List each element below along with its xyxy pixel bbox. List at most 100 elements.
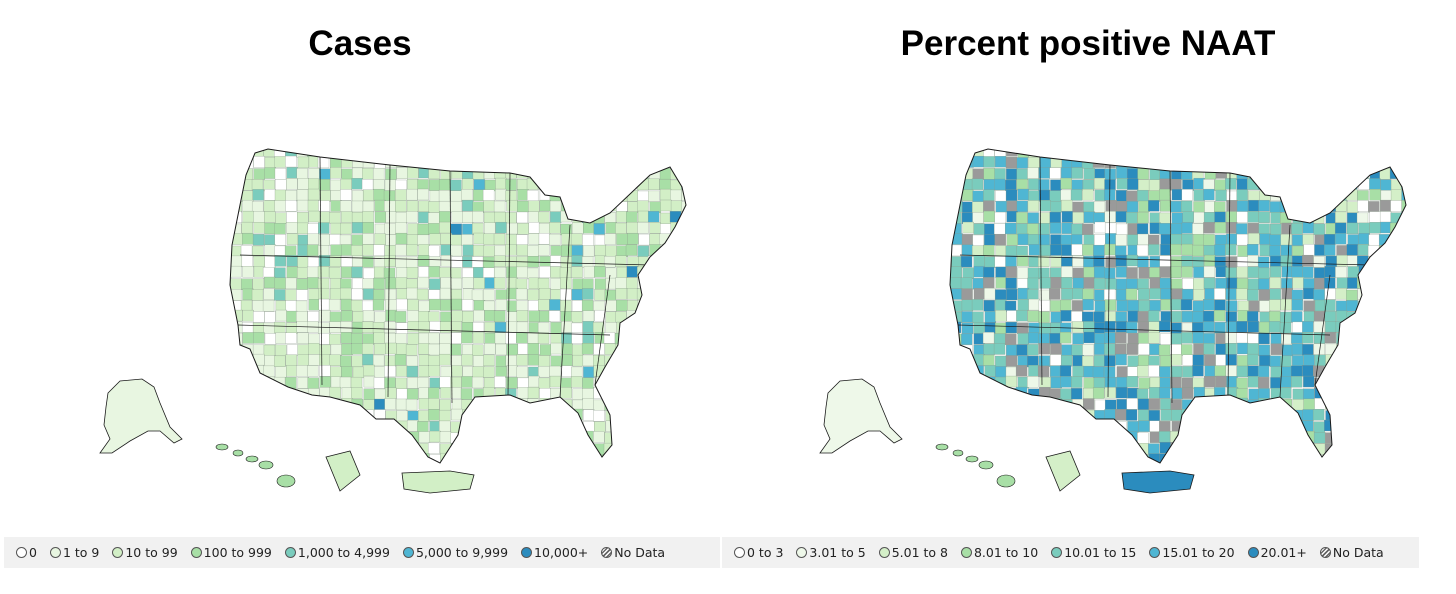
county-cell bbox=[505, 398, 517, 410]
county-cell bbox=[671, 233, 683, 246]
county-cell bbox=[983, 266, 995, 279]
county-cell bbox=[971, 299, 984, 311]
legend-item[interactable]: 1 to 9 bbox=[49, 545, 99, 560]
county-cell bbox=[1115, 149, 1127, 157]
county-cell bbox=[1247, 255, 1259, 267]
county-cell bbox=[681, 223, 686, 235]
county-cell bbox=[984, 398, 996, 411]
county-cell bbox=[1291, 178, 1303, 190]
county-cell bbox=[1082, 149, 1095, 157]
legend-item[interactable]: 20.01+ bbox=[1247, 545, 1307, 560]
county-cell bbox=[1237, 156, 1250, 168]
legend-item[interactable]: 15.01 to 20 bbox=[1149, 545, 1235, 560]
county-cell bbox=[1115, 266, 1128, 278]
county-cell bbox=[461, 344, 474, 356]
county-cell bbox=[1148, 244, 1160, 256]
county-cell bbox=[538, 365, 550, 378]
county-cell bbox=[1380, 190, 1393, 202]
county-cell bbox=[1071, 321, 1084, 333]
county-cell bbox=[983, 376, 996, 388]
county-cell bbox=[340, 287, 352, 300]
county-cell bbox=[1402, 266, 1406, 278]
county-cell bbox=[1138, 409, 1150, 421]
county-cell bbox=[429, 136, 440, 147]
county-cell bbox=[1336, 135, 1347, 146]
county-cell bbox=[1347, 135, 1358, 145]
county-cell bbox=[682, 410, 686, 422]
county-cell bbox=[461, 234, 473, 246]
legend-item[interactable]: 5.01 to 8 bbox=[878, 545, 948, 560]
county-cell bbox=[407, 299, 419, 311]
county-cell bbox=[660, 311, 672, 323]
county-cell bbox=[1027, 200, 1040, 212]
county-cell bbox=[494, 453, 507, 463]
county-cell bbox=[549, 149, 561, 158]
county-cell bbox=[1094, 333, 1106, 345]
legend-item[interactable]: 0 to 3 bbox=[734, 545, 783, 560]
legend-item[interactable]: 3.01 to 5 bbox=[796, 545, 866, 560]
county-cell bbox=[971, 178, 984, 190]
county-cell bbox=[1258, 465, 1269, 476]
legend-item[interactable]: 10.01 to 15 bbox=[1051, 545, 1136, 560]
legend-item[interactable]: 100 to 999 bbox=[190, 545, 272, 560]
county-cell bbox=[1325, 398, 1337, 410]
county-cell bbox=[1303, 278, 1315, 290]
county-cell bbox=[1115, 453, 1127, 463]
county-cell bbox=[1205, 464, 1216, 475]
county-cell bbox=[230, 431, 232, 443]
county-cell bbox=[1269, 201, 1282, 213]
county-cell bbox=[495, 177, 507, 190]
county-cell bbox=[626, 149, 639, 157]
legend-item[interactable]: 8.01 to 10 bbox=[960, 545, 1038, 560]
legend-item[interactable]: 5,000 to 9,999 bbox=[402, 545, 508, 560]
county-cell bbox=[440, 244, 452, 256]
county-cell bbox=[396, 388, 408, 400]
county-cell bbox=[1314, 135, 1325, 145]
county-cell bbox=[1346, 222, 1359, 235]
legend-item[interactable]: No Data bbox=[1319, 545, 1384, 560]
county-cell bbox=[385, 168, 397, 180]
county-cell bbox=[638, 233, 650, 246]
legend-item[interactable]: 0 bbox=[16, 545, 37, 560]
county-cell bbox=[472, 135, 483, 146]
county-cell bbox=[570, 454, 583, 463]
legend-item[interactable]: 1,000 to 4,999 bbox=[284, 545, 390, 560]
county-cell bbox=[1303, 300, 1315, 312]
county-cell bbox=[1193, 234, 1205, 246]
county-cell bbox=[253, 156, 265, 168]
legend-item[interactable]: No Data bbox=[601, 545, 665, 560]
county-cell bbox=[593, 454, 606, 463]
county-cell bbox=[605, 245, 617, 257]
county-cell bbox=[462, 157, 474, 170]
county-cell bbox=[1138, 420, 1150, 432]
county-cell bbox=[1115, 223, 1128, 236]
county-cell bbox=[1104, 387, 1116, 399]
county-cell bbox=[1380, 387, 1392, 400]
county-cell bbox=[1335, 287, 1347, 300]
county-cell bbox=[1059, 365, 1072, 377]
county-cell bbox=[1367, 245, 1380, 257]
county-cell bbox=[950, 167, 952, 179]
legend-item[interactable]: 10 to 99 bbox=[112, 545, 178, 560]
county-cell bbox=[1402, 343, 1406, 355]
county-cell bbox=[994, 452, 1006, 463]
county-cell bbox=[505, 179, 517, 191]
county-cell bbox=[1335, 409, 1347, 422]
county-cell bbox=[395, 365, 408, 377]
county-cell bbox=[1104, 421, 1116, 433]
county-cell bbox=[1093, 443, 1105, 456]
county-cell bbox=[1281, 332, 1293, 345]
legend-item[interactable]: 10,000+ bbox=[521, 545, 588, 560]
county-cell bbox=[1170, 149, 1182, 157]
county-cell bbox=[994, 410, 1007, 422]
county-cell bbox=[264, 355, 276, 367]
county-cell bbox=[253, 409, 265, 421]
county-cell bbox=[1225, 178, 1237, 190]
county-cell bbox=[1292, 453, 1304, 463]
county-cell bbox=[385, 277, 397, 289]
county-cell bbox=[1292, 277, 1304, 289]
county-cell bbox=[428, 355, 440, 367]
county-cell bbox=[418, 211, 430, 224]
county-cell bbox=[330, 179, 342, 192]
county-cell bbox=[1094, 343, 1106, 355]
